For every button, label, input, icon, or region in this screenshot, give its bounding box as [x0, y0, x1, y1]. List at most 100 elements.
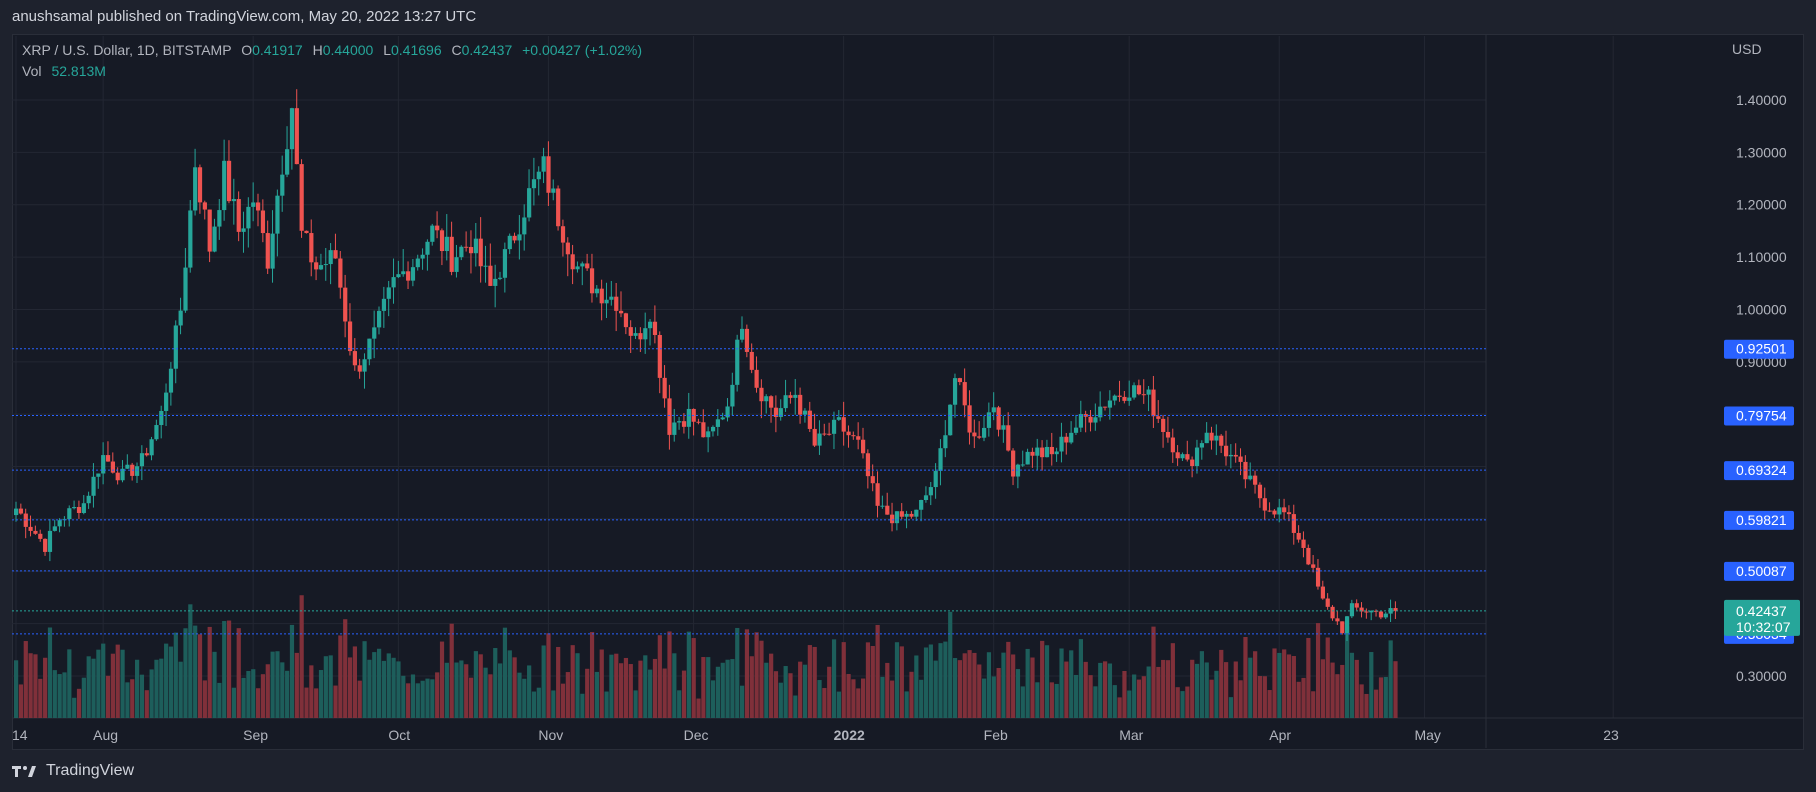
volume-bar	[894, 642, 900, 718]
candle-body	[43, 538, 48, 552]
candle-body	[1315, 567, 1321, 587]
volume-bar	[207, 626, 212, 718]
candle-body	[386, 287, 391, 299]
x-tick-label: Dec	[684, 727, 709, 743]
candle-body	[1262, 498, 1267, 511]
volume-bar	[377, 648, 382, 718]
volume-bar	[1233, 661, 1238, 718]
candle-body	[977, 436, 982, 438]
candle-body	[33, 530, 38, 534]
candle-body	[265, 233, 270, 269]
volume-bar	[914, 655, 919, 718]
candle-body	[609, 296, 614, 300]
volume-bar	[1228, 697, 1234, 718]
chart-panel[interactable]	[12, 34, 1804, 750]
volume-bar	[256, 688, 261, 718]
volume-bar	[154, 659, 159, 718]
candle-body	[531, 179, 537, 189]
volume-bar	[1044, 645, 1050, 718]
volume-bar	[1253, 651, 1258, 718]
candle-body	[1011, 450, 1016, 477]
candle-body	[285, 149, 290, 175]
candle-body	[120, 468, 125, 481]
candle-body	[648, 321, 653, 329]
volume-bar	[972, 652, 977, 718]
volume-bar	[381, 660, 387, 718]
volume-bar	[1325, 637, 1330, 718]
volume-bar	[938, 643, 943, 718]
volume-bar	[1345, 626, 1350, 718]
volume-bar	[1248, 657, 1253, 718]
candle-body	[420, 254, 425, 259]
volume-bar	[793, 695, 798, 718]
tradingview-logo-icon	[12, 766, 36, 777]
candle-body	[173, 325, 178, 369]
volume-bar	[275, 651, 280, 718]
candle-body	[149, 439, 154, 456]
candle-body	[105, 455, 111, 462]
candle-body	[865, 453, 871, 477]
candle-body	[1170, 437, 1175, 453]
low-label: L	[383, 42, 391, 58]
candle-body	[270, 233, 275, 269]
candle-body	[740, 328, 745, 340]
candle-body	[938, 448, 943, 471]
candle-body	[706, 431, 711, 438]
candle-body	[372, 327, 377, 339]
volume-bar	[1146, 666, 1151, 718]
volume-bar	[1354, 659, 1359, 718]
volume-bar	[836, 691, 841, 718]
volume-bar	[744, 629, 750, 718]
volume-bar	[754, 632, 759, 718]
volume-bar	[1190, 659, 1195, 718]
candle-body	[435, 225, 440, 231]
candle-body	[38, 533, 43, 539]
volume-bar	[551, 690, 556, 718]
candle-body	[948, 404, 953, 436]
level-price-label: 0.59821	[1736, 512, 1787, 528]
level-price-label: 0.79754	[1736, 407, 1787, 423]
volume-bar	[643, 655, 648, 718]
candle-body	[212, 226, 217, 252]
volume-bar	[43, 657, 48, 718]
candle-body	[1136, 385, 1142, 395]
candle-body	[1049, 446, 1054, 455]
volume-bar	[222, 621, 227, 718]
candle-body	[672, 422, 677, 435]
candle-body	[347, 321, 353, 352]
candle-body	[197, 167, 203, 203]
volume-bar	[76, 688, 82, 718]
volume-bar	[401, 675, 406, 718]
volume-bar	[139, 674, 145, 718]
volume-bar	[18, 684, 24, 718]
volume-bar	[435, 672, 440, 718]
volume-bar	[57, 674, 62, 718]
candle-body	[401, 271, 406, 275]
volume-bar	[952, 658, 958, 718]
footer-brand[interactable]: TradingView	[12, 762, 134, 780]
volume-bar	[948, 611, 953, 718]
volume-bar	[546, 633, 551, 718]
volume-bar	[1291, 656, 1296, 718]
volume-bar	[197, 634, 203, 718]
candle-body	[507, 235, 512, 250]
volume-bar	[130, 679, 135, 718]
candle-body	[1320, 586, 1325, 599]
volume-bar	[773, 671, 779, 718]
volume-bar	[1001, 652, 1006, 718]
volume-bar	[875, 624, 880, 718]
volume-bar	[531, 691, 537, 718]
volume-bar	[677, 690, 682, 718]
candle-body	[1059, 436, 1064, 452]
candle-body	[91, 476, 96, 496]
candle-body	[415, 258, 420, 268]
volume-bar	[1127, 690, 1132, 718]
candle-body	[260, 210, 266, 234]
candle-body	[488, 265, 493, 286]
volume-bar	[173, 632, 178, 718]
y-tick-label: 1.40000	[1736, 92, 1787, 108]
volume-bar	[861, 678, 866, 718]
volume-bar	[1035, 682, 1040, 718]
candle-body	[289, 108, 295, 150]
